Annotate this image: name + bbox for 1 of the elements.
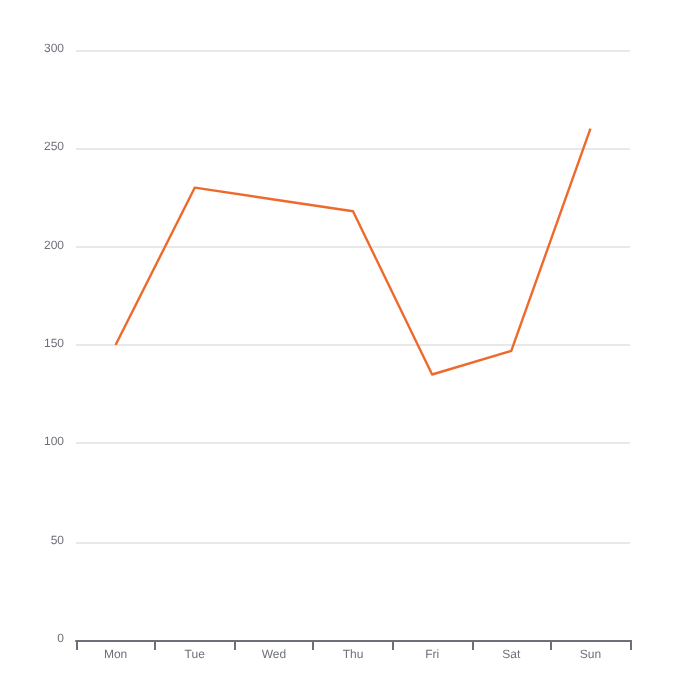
line-series — [114, 127, 592, 376]
